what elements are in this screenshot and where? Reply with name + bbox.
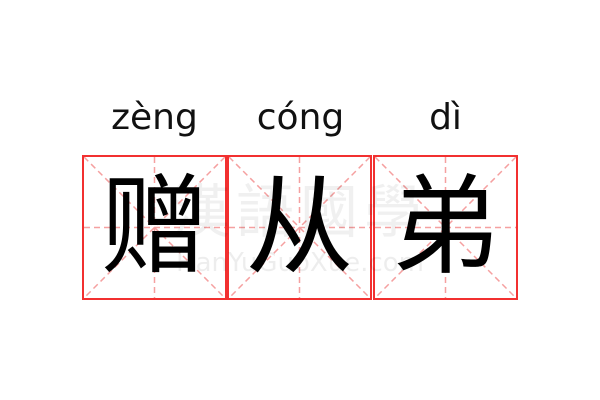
pinyin-zeng: zèng [111, 97, 198, 138]
character-grid: 赠 从 弟 [82, 155, 518, 300]
guide-lines [84, 157, 225, 298]
character: 赠 [100, 164, 209, 290]
guide-lines [375, 157, 516, 298]
guide-lines [229, 157, 370, 298]
character: 从 [245, 164, 354, 290]
pinyin-di: dì [429, 97, 462, 138]
grid-cell: 从 [227, 155, 372, 300]
grid-cell: 赠 [82, 155, 227, 300]
grid-cell: 弟 [373, 155, 518, 300]
pinyin-cong: cóng [256, 97, 345, 138]
character: 弟 [391, 164, 500, 290]
